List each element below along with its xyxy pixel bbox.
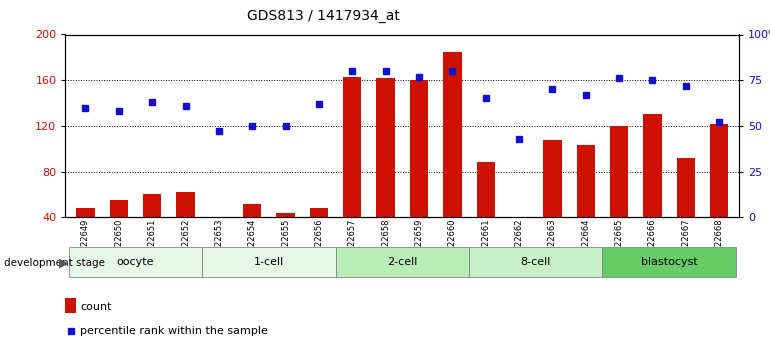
FancyBboxPatch shape: [336, 247, 469, 277]
Bar: [577, 145, 595, 217]
Bar: [643, 115, 661, 217]
FancyBboxPatch shape: [602, 247, 736, 277]
Bar: [343, 77, 361, 217]
FancyBboxPatch shape: [69, 247, 203, 277]
Bar: [109, 200, 128, 217]
Bar: [710, 124, 728, 217]
Bar: [677, 158, 695, 217]
Bar: [477, 162, 495, 217]
Bar: [76, 208, 95, 217]
Bar: [65, 298, 75, 313]
Text: 1-cell: 1-cell: [254, 257, 284, 267]
Bar: [209, 217, 228, 258]
Bar: [510, 217, 528, 257]
Bar: [176, 192, 195, 217]
Bar: [544, 140, 561, 217]
Bar: [610, 126, 628, 217]
Bar: [444, 52, 461, 217]
Text: oocyte: oocyte: [117, 257, 154, 267]
Text: development stage: development stage: [4, 258, 105, 268]
Bar: [243, 204, 261, 217]
Bar: [377, 78, 395, 217]
Text: 2-cell: 2-cell: [387, 257, 417, 267]
Text: GDS813 / 1417934_at: GDS813 / 1417934_at: [247, 9, 400, 23]
FancyBboxPatch shape: [203, 247, 336, 277]
Text: blastocyst: blastocyst: [641, 257, 698, 267]
Text: 8-cell: 8-cell: [521, 257, 551, 267]
Bar: [143, 195, 162, 217]
FancyBboxPatch shape: [469, 247, 602, 277]
Bar: [410, 80, 428, 217]
Text: ▶: ▶: [59, 256, 69, 269]
Bar: [276, 213, 295, 217]
Bar: [310, 208, 328, 217]
Text: count: count: [80, 302, 112, 312]
Text: percentile rank within the sample: percentile rank within the sample: [80, 326, 268, 336]
